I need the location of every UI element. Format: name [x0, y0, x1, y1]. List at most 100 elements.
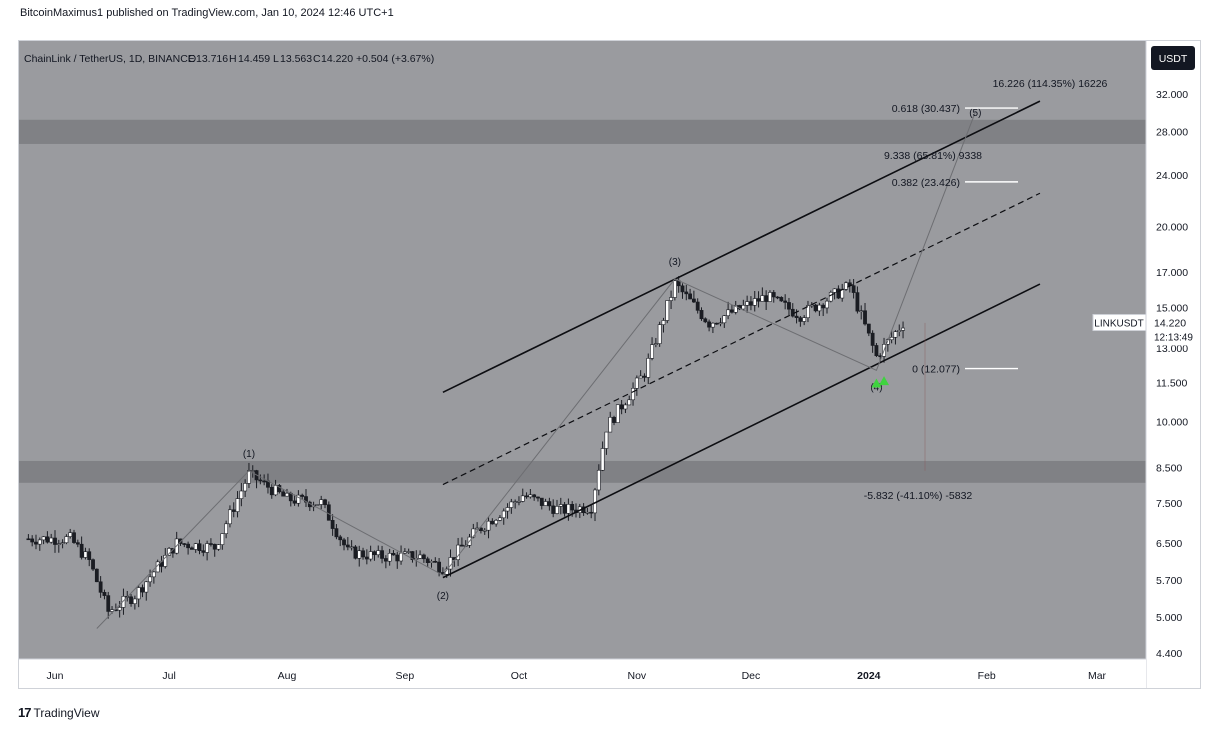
chart-frame — [18, 40, 1201, 689]
candle — [749, 296, 753, 311]
publish-caption: BitcoinMaximus1 published on TradingView… — [20, 7, 394, 19]
candle-body — [634, 377, 639, 389]
candle — [699, 307, 704, 321]
candle-body — [589, 511, 594, 514]
candle — [456, 537, 461, 567]
time-tick-label-1: Jul — [162, 670, 175, 682]
candle-body — [730, 309, 734, 313]
candle-body — [638, 375, 643, 379]
candle-body — [612, 416, 616, 423]
candle-body — [501, 510, 506, 519]
candle-body — [889, 336, 894, 341]
candle-body — [874, 345, 879, 357]
candle — [665, 300, 670, 324]
candle-body — [832, 288, 837, 293]
candle — [285, 488, 289, 497]
candle — [870, 330, 875, 353]
candle — [56, 539, 61, 553]
candle — [91, 558, 95, 572]
candle-body — [334, 528, 339, 538]
wave-label-5: (5) — [969, 108, 981, 119]
candle — [490, 518, 495, 525]
candle-body — [75, 542, 80, 545]
candle — [323, 498, 327, 509]
candle — [235, 491, 240, 518]
resistance-zone — [19, 119, 1146, 144]
wave-label-3: (3) — [669, 257, 681, 268]
bullish-signal-triangle-0 — [871, 378, 882, 388]
candle-body — [821, 304, 826, 309]
candle-body — [292, 500, 297, 504]
candle-body — [383, 558, 388, 562]
candle — [364, 549, 369, 565]
candle-body — [281, 491, 286, 497]
price-tick-label-11: 6.500 — [1156, 538, 1182, 550]
candle — [889, 330, 894, 344]
candle — [684, 284, 689, 301]
candle-body — [653, 343, 658, 345]
candle-body — [711, 322, 715, 328]
candle-body — [91, 559, 95, 570]
candle — [711, 322, 715, 334]
symbol-price-tag: LINKUSDT — [1092, 314, 1147, 332]
candle-body — [406, 551, 411, 553]
candle — [714, 322, 719, 325]
candle — [703, 317, 708, 324]
candle-body — [220, 533, 225, 545]
candle-body — [558, 504, 563, 507]
tradingview-logo-icon: 17 — [18, 705, 32, 720]
candle — [520, 488, 525, 503]
fib-level-label-1: 0.382 (23.426) — [892, 177, 960, 189]
candle-body — [836, 288, 841, 299]
candle — [30, 535, 35, 547]
candle-body — [357, 550, 362, 559]
last-price-countdown: 12:13:49 — [1154, 333, 1193, 344]
ohlc-low-label: L — [273, 53, 279, 65]
candle — [509, 498, 514, 514]
fib-level-label-2: 0 (12.077) — [912, 364, 960, 376]
candle-body — [775, 296, 780, 299]
candle-body — [117, 607, 122, 611]
price-tick-label-3: 20.000 — [1156, 221, 1188, 233]
candle — [585, 507, 590, 515]
candle — [395, 551, 400, 569]
candle-body — [528, 494, 533, 498]
candle-body — [608, 416, 613, 433]
candle — [228, 505, 232, 528]
candle-body — [828, 292, 833, 302]
candle — [775, 296, 780, 300]
candle-body — [870, 332, 875, 346]
candle — [224, 520, 229, 539]
candle-body — [802, 317, 807, 322]
candle-body — [536, 496, 540, 499]
candle-body — [94, 568, 99, 583]
candle-body — [262, 480, 267, 483]
candle — [262, 474, 267, 486]
candle — [387, 548, 392, 566]
candle — [897, 324, 902, 337]
candle — [212, 543, 217, 557]
wave-label-2: (2) — [437, 591, 449, 602]
candle — [372, 550, 377, 561]
candle — [342, 537, 346, 551]
candle — [60, 539, 65, 549]
candle — [752, 290, 757, 312]
candle-body — [460, 544, 464, 547]
tradingview-brand[interactable]: 17 TradingView — [18, 705, 100, 720]
candle-body — [300, 494, 305, 497]
candle-body — [855, 292, 860, 312]
candle — [631, 382, 635, 406]
candle — [98, 576, 103, 598]
candle — [186, 541, 191, 555]
candle — [277, 484, 282, 494]
last-price-value: 14.220 — [1154, 318, 1186, 330]
candle — [296, 490, 301, 507]
ohlc-high-label: H — [229, 53, 237, 65]
candle-body — [691, 298, 696, 303]
candle — [345, 537, 350, 551]
candle-body — [680, 285, 685, 293]
candle — [650, 337, 654, 361]
candle-body — [364, 556, 369, 560]
candle-body — [505, 507, 510, 512]
